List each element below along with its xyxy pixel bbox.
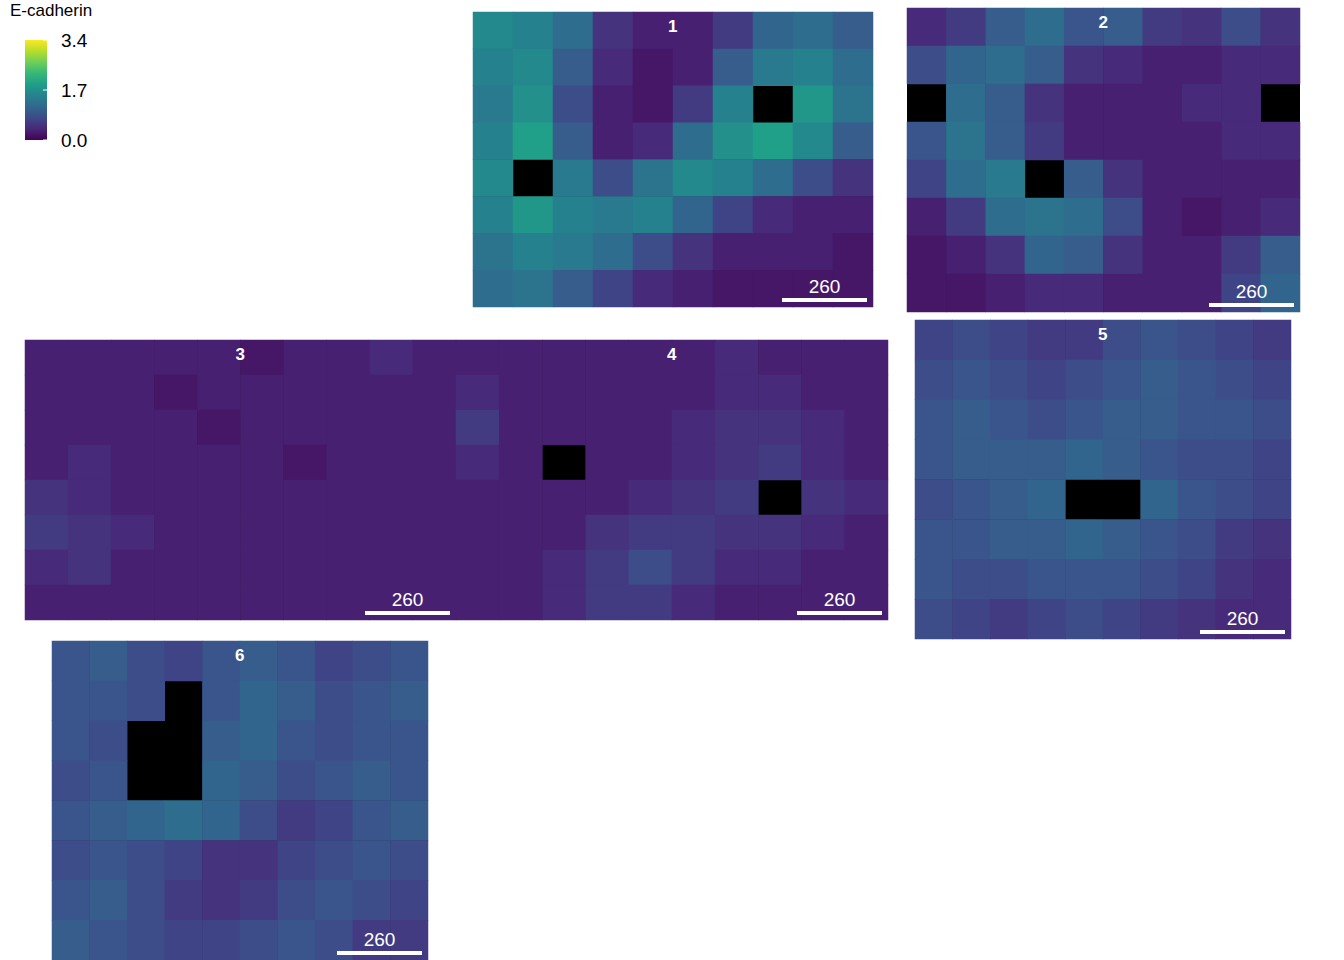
- svg-text:3: 3: [236, 345, 245, 364]
- svg-text:6: 6: [235, 646, 244, 665]
- svg-text:1.7: 1.7: [61, 80, 87, 101]
- svg-text:260: 260: [392, 589, 424, 610]
- svg-text:4: 4: [667, 345, 677, 364]
- svg-text:0.0: 0.0: [61, 130, 87, 151]
- svg-text:E-cadherin: E-cadherin: [10, 1, 92, 20]
- svg-text:3.4: 3.4: [61, 30, 88, 51]
- svg-text:2: 2: [1099, 13, 1108, 32]
- svg-text:1: 1: [668, 17, 677, 36]
- svg-text:5: 5: [1098, 325, 1107, 344]
- svg-text:260: 260: [809, 276, 841, 297]
- svg-text:260: 260: [1236, 281, 1268, 302]
- svg-text:260: 260: [364, 929, 396, 950]
- svg-text:260: 260: [824, 589, 856, 610]
- svg-text:260: 260: [1227, 608, 1259, 629]
